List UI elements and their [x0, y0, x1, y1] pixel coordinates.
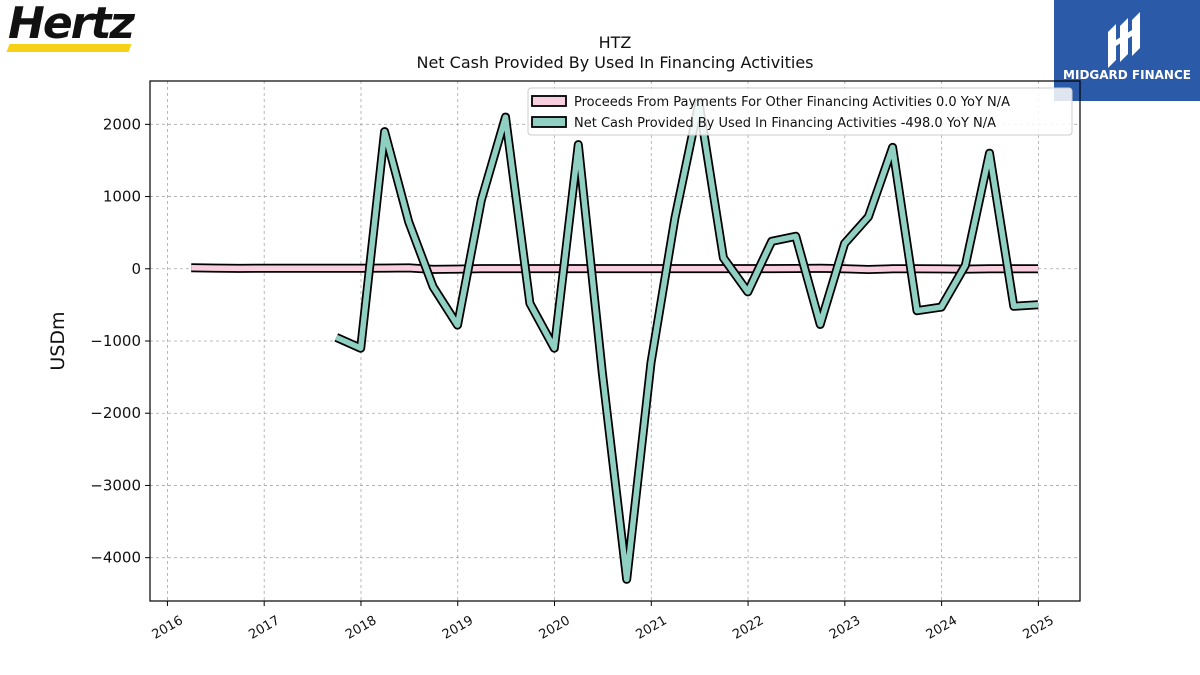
- hertz-logo-text: Hertz: [8, 0, 135, 49]
- series-layer: [191, 98, 1039, 584]
- hertz-logo: Hertz: [6, 0, 138, 54]
- midgard-logo-text: MIDGARD FINANCE: [1063, 68, 1191, 82]
- y-tick-label: 1000: [103, 188, 141, 206]
- midgard-emblem-icon: [1108, 12, 1140, 68]
- x-tick-label: 2018: [343, 613, 379, 643]
- y-axis: −4000 −3000 −2000 −1000 0 1000 2000: [90, 115, 150, 567]
- y-tick-label: 0: [131, 260, 141, 278]
- legend-label: Proceeds From Payments For Other Financi…: [574, 95, 1010, 110]
- chart-title: HTZ: [599, 33, 632, 52]
- x-tick-label: 2022: [730, 613, 766, 643]
- x-tick-label: 2021: [633, 613, 669, 643]
- legend-swatch: [531, 95, 567, 107]
- x-tick-label: 2024: [924, 613, 960, 643]
- grid: [150, 81, 1080, 601]
- y-tick-label: −4000: [90, 549, 141, 567]
- series-line-1: [191, 263, 1039, 274]
- series-line-fill: [191, 264, 1039, 273]
- x-axis: 2016 2017 2018 2019 2020 2021 2022 2023 2024 2025: [150, 601, 1057, 643]
- y-tick-label: 2000: [103, 115, 141, 133]
- x-tick-label: 2016: [150, 613, 186, 643]
- midgard-finance-logo: MIDGARD FINANCE: [1054, 0, 1200, 101]
- y-tick-label: −1000: [90, 332, 141, 350]
- x-tick-label: 2019: [440, 613, 476, 643]
- legend-label: Net Cash Provided By Used In Financing A…: [574, 116, 996, 131]
- x-tick-label: 2020: [537, 613, 573, 643]
- series-line-2: [334, 98, 1039, 584]
- chart-subtitle: Net Cash Provided By Used In Financing A…: [416, 53, 813, 72]
- x-tick-label: 2017: [246, 613, 282, 643]
- y-axis-label: USDm: [47, 311, 69, 370]
- y-tick-label: −2000: [90, 404, 141, 422]
- legend: Proceeds From Payments For Other Financi…: [527, 87, 1073, 136]
- series-line-fill: [335, 99, 1039, 583]
- x-tick-label: 2025: [1021, 613, 1057, 643]
- x-tick-label: 2023: [827, 613, 863, 643]
- legend-box: [527, 87, 1073, 136]
- y-tick-label: −3000: [90, 476, 141, 494]
- legend-swatch: [531, 116, 567, 128]
